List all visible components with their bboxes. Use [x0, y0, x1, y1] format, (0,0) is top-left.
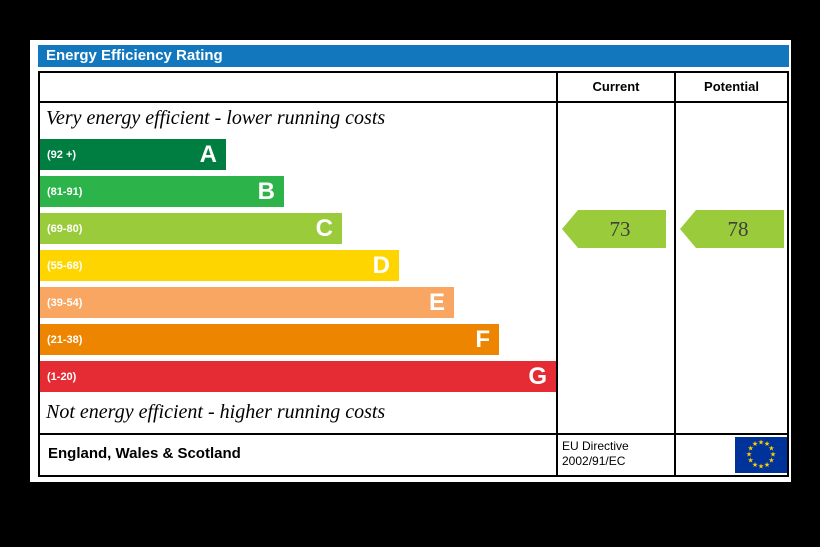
flag-star: ★ — [763, 441, 771, 449]
rating-table: Current Potential Very energy efficient … — [38, 71, 789, 477]
flag-star: ★ — [751, 441, 759, 449]
flag-star: ★ — [768, 445, 775, 453]
eu-directive-line2: 2002/91/EC — [562, 454, 626, 468]
chart-title-bar: Energy Efficiency Rating — [38, 45, 789, 67]
potential-rating-arrow: 78 — [680, 210, 784, 248]
rating-band-row: (39-54) E — [40, 287, 556, 324]
column-divider-potential — [674, 73, 676, 475]
band-bar-e: (39-54) E — [40, 287, 454, 318]
footer-row: England, Wales & Scotland EU Directive 2… — [40, 433, 787, 475]
band-letter: G — [528, 362, 547, 390]
rating-band-row: (92 +) A — [40, 139, 556, 176]
bottom-note: Not energy efficient - higher running co… — [46, 401, 386, 423]
rating-band-row: (55-68) D — [40, 250, 556, 287]
flag-star: ★ — [747, 445, 754, 453]
flag-star: ★ — [747, 457, 754, 465]
band-bar-f: (21-38) F — [40, 324, 499, 355]
band-range-label: (39-54) — [47, 296, 83, 309]
energy-rating-panel: Energy Efficiency Rating Current Potenti… — [30, 40, 791, 482]
eu-flag: ★ ★ ★ ★ ★ ★ ★ ★ ★ ★ ★ ★ — [735, 437, 787, 473]
column-divider-current — [556, 73, 558, 475]
chart-body: Very energy efficient - lower running co… — [40, 103, 556, 433]
potential-column-header: Potential — [704, 79, 759, 94]
potential-rating-value: 78 — [727, 217, 749, 241]
rating-band-row: (69-80) C — [40, 213, 556, 250]
rating-band-row: (81-91) B — [40, 176, 556, 213]
current-column-header: Current — [592, 79, 640, 94]
band-bar-a: (92 +) A — [40, 139, 226, 170]
band-letter: A — [199, 140, 217, 168]
chart-title: Energy Efficiency Rating — [46, 47, 223, 64]
flag-star: ★ — [768, 457, 775, 465]
top-note: Very energy efficient - lower running co… — [46, 107, 386, 129]
band-range-label: (21-38) — [47, 333, 83, 346]
band-bar-d: (55-68) D — [40, 250, 399, 281]
band-letter: B — [257, 177, 275, 205]
band-range-label: (81-91) — [47, 185, 83, 198]
band-bar-g: (1-20) G — [40, 361, 556, 392]
table-header-row: Current Potential — [40, 73, 787, 103]
band-range-label: (55-68) — [47, 259, 83, 272]
rating-band-row: (21-38) F — [40, 324, 556, 361]
flag-star: ★ — [757, 463, 765, 471]
flag-star: ★ — [769, 451, 777, 459]
flag-star: ★ — [757, 439, 765, 447]
eu-directive-label: EU Directive 2002/91/EC — [562, 439, 629, 469]
eu-directive-line1: EU Directive — [562, 439, 629, 453]
flag-star: ★ — [745, 451, 753, 459]
band-letter: E — [428, 288, 445, 316]
band-range-label: (1-20) — [47, 370, 77, 383]
band-range-label: (69-80) — [47, 222, 83, 235]
band-bar-b: (81-91) B — [40, 176, 284, 207]
band-letter: D — [372, 251, 390, 279]
region-label: England, Wales & Scotland — [48, 445, 241, 462]
band-letter: F — [475, 325, 490, 353]
rating-bands: (92 +) A (81-91) B (69-80) C (55-68) D (39-54) E(… — [40, 139, 556, 398]
flag-star: ★ — [763, 461, 771, 469]
band-bar-c: (69-80) C — [40, 213, 342, 244]
current-rating-value: 73 — [609, 217, 631, 241]
band-range-label: (92 +) — [47, 148, 77, 161]
band-letter: C — [315, 214, 333, 242]
current-rating-arrow: 73 — [562, 210, 666, 248]
flag-star: ★ — [751, 461, 759, 469]
rating-band-row: (1-20) G — [40, 361, 556, 398]
